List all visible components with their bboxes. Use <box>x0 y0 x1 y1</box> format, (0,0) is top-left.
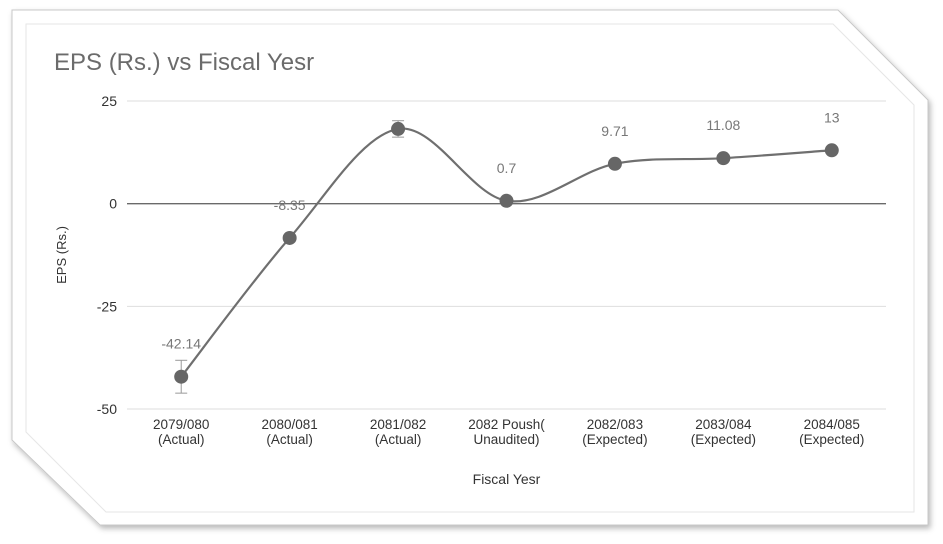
x-tick-label-line: (Actual) <box>375 432 422 447</box>
x-tick-label-line: (Actual) <box>158 432 205 447</box>
x-tick-label: 2083/084 (Expected) <box>691 417 756 447</box>
data-label: -42.14 <box>161 336 201 352</box>
x-tick-label-line: Unaudited) <box>473 432 539 447</box>
y-tick-label: 25 <box>101 93 117 109</box>
card-inner-border <box>25 23 915 513</box>
data-point <box>499 193 514 208</box>
data-label: 11.08 <box>706 117 740 133</box>
x-tick-label: 2079/080 (Actual) <box>153 417 209 447</box>
y-axis-label: EPS (Rs.) <box>54 226 69 284</box>
x-tick-label-line: 2082 Poush( <box>468 417 545 432</box>
x-tick-label-line: 2079/080 <box>153 417 209 432</box>
x-tick-label: 2081/082 (Actual) <box>370 417 426 447</box>
x-tick-label: 2082 Poush(Unaudited) <box>468 417 545 447</box>
data-point <box>824 143 839 158</box>
x-tick-label: 2082/083 (Expected) <box>582 417 647 447</box>
x-tick-label-line: (Actual) <box>266 432 313 447</box>
data-point <box>607 156 622 171</box>
data-label: 9.71 <box>601 123 628 139</box>
x-tick-label-line: (Expected) <box>799 432 864 447</box>
x-tick-label: 2084/085 (Expected) <box>799 417 864 447</box>
data-label: 0.7 <box>497 160 517 176</box>
x-tick-label-line: 2083/084 <box>695 417 752 432</box>
data-point <box>282 230 297 245</box>
x-tick-label-line: 2082/083 <box>587 417 643 432</box>
x-tick-label-line: 2080/081 <box>261 417 317 432</box>
x-axis-label: Fiscal Yesr <box>473 471 541 487</box>
x-tick-label-line: (Expected) <box>691 432 756 447</box>
y-tick-label: -25 <box>97 298 117 314</box>
x-tick-label-line: (Expected) <box>582 432 647 447</box>
x-tick-label-line: 2081/082 <box>370 417 426 432</box>
y-tick-label: -50 <box>97 401 117 417</box>
data-label: -8.35 <box>274 197 306 213</box>
data-point <box>174 369 189 384</box>
data-point <box>391 121 406 136</box>
x-tick-label-line: 2084/085 <box>804 417 860 432</box>
chart-title: EPS (Rs.) vs Fiscal Yesr <box>54 49 315 76</box>
data-label: 13 <box>824 109 840 125</box>
card-background <box>11 9 929 526</box>
data-point <box>716 151 731 166</box>
y-tick-label: 0 <box>109 196 117 212</box>
x-tick-label: 2080/081 (Actual) <box>261 417 317 447</box>
